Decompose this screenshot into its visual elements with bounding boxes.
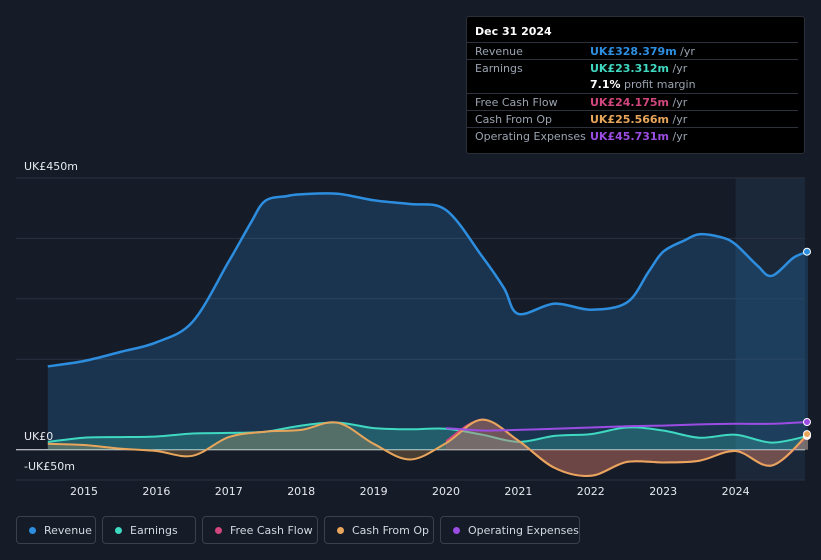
tooltip-value: UK£328.379m /yr [590, 45, 695, 58]
legend-item-revenue[interactable]: Revenue [16, 516, 96, 544]
x-tick-label: 2019 [360, 485, 388, 498]
legend-dot-icon [453, 527, 460, 534]
legend-label: Cash From Op [352, 524, 430, 537]
legend-dot-icon [337, 527, 344, 534]
tooltip-row-revenue: Revenue UK£328.379m /yr [467, 42, 798, 60]
revenue-endpoint [803, 247, 811, 256]
tooltip-row-earnings: Earnings UK£23.312m /yr [467, 59, 798, 77]
tooltip-label: Cash From Op [475, 113, 553, 126]
data-tooltip: Dec 31 2024 Revenue UK£328.379m /yr Earn… [466, 16, 805, 154]
tooltip-row-cfo: Cash From Op UK£25.566m /yr [467, 110, 798, 128]
legend-item-earnings[interactable]: Earnings [102, 516, 196, 544]
legend-label: Revenue [44, 524, 92, 537]
cash-from-op-area [47, 419, 809, 476]
tooltip-value: 7.1% profit margin [590, 78, 696, 91]
earnings-line [47, 421, 809, 444]
legend-dot-icon [115, 527, 122, 534]
operating-expenses-endpoint [803, 418, 811, 427]
x-tick-label: 2015 [70, 485, 98, 498]
tooltip-row-opex: Operating Expenses UK£45.731m /yr [467, 127, 798, 145]
tooltip-label: Earnings [475, 62, 523, 75]
legend-dot-icon [215, 527, 222, 534]
x-axis: 2015 2016 2017 2018 2019 2020 2021 2022 2023 2024 [70, 485, 750, 498]
cash-from-op-line [47, 418, 809, 477]
cash-from-op-endpoint [803, 430, 811, 439]
x-tick-label: 2021 [504, 485, 532, 498]
tooltip-date: Dec 31 2024 [475, 25, 552, 38]
legend-label: Earnings [130, 524, 178, 537]
forecast-highlight [735, 178, 805, 480]
tooltip-row-margin: 7.1% profit margin [467, 76, 798, 93]
x-tick-label: 2022 [577, 485, 605, 498]
tooltip-label: Free Cash Flow [475, 96, 558, 109]
x-tick-label: 2017 [215, 485, 243, 498]
tooltip-value: UK£45.731m /yr [590, 130, 688, 143]
series-layer [47, 192, 809, 477]
free-cash-flow-area [446, 419, 808, 476]
legend-label: Free Cash Flow [230, 524, 313, 537]
tooltip-label: Revenue [475, 45, 523, 58]
legend-item-cash-from-op[interactable]: Cash From Op [324, 516, 434, 544]
tooltip-value: UK£25.566m /yr [590, 113, 688, 126]
x-tick-label: 2023 [649, 485, 677, 498]
x-tick-label: 2018 [287, 485, 315, 498]
legend-dot-icon [29, 527, 36, 534]
operating-expenses-line [445, 421, 809, 432]
legend-label: Operating Expenses [468, 524, 579, 537]
legend-item-free-cash-flow[interactable]: Free Cash Flow [202, 516, 318, 544]
tooltip-value: UK£23.312m /yr [590, 62, 688, 75]
tooltip-row-fcf: Free Cash Flow UK£24.175m /yr [467, 93, 798, 111]
series-endpoints [803, 247, 811, 440]
revenue-line [47, 192, 809, 368]
y-tick-label-min: -UK£50m [24, 460, 75, 473]
x-tick-label: 2020 [432, 485, 460, 498]
grid [16, 177, 805, 481]
legend-item-operating-expenses[interactable]: Operating Expenses [440, 516, 580, 544]
y-tick-label-zero: UK£0 [24, 430, 54, 443]
x-tick-label: 2016 [142, 485, 170, 498]
y-tick-label-max: UK£450m [24, 160, 78, 173]
tooltip-value: UK£24.175m /yr [590, 96, 688, 109]
x-tick-label: 2024 [722, 485, 750, 498]
tooltip-label: Operating Expenses [475, 130, 586, 143]
revenue-area [47, 193, 809, 450]
